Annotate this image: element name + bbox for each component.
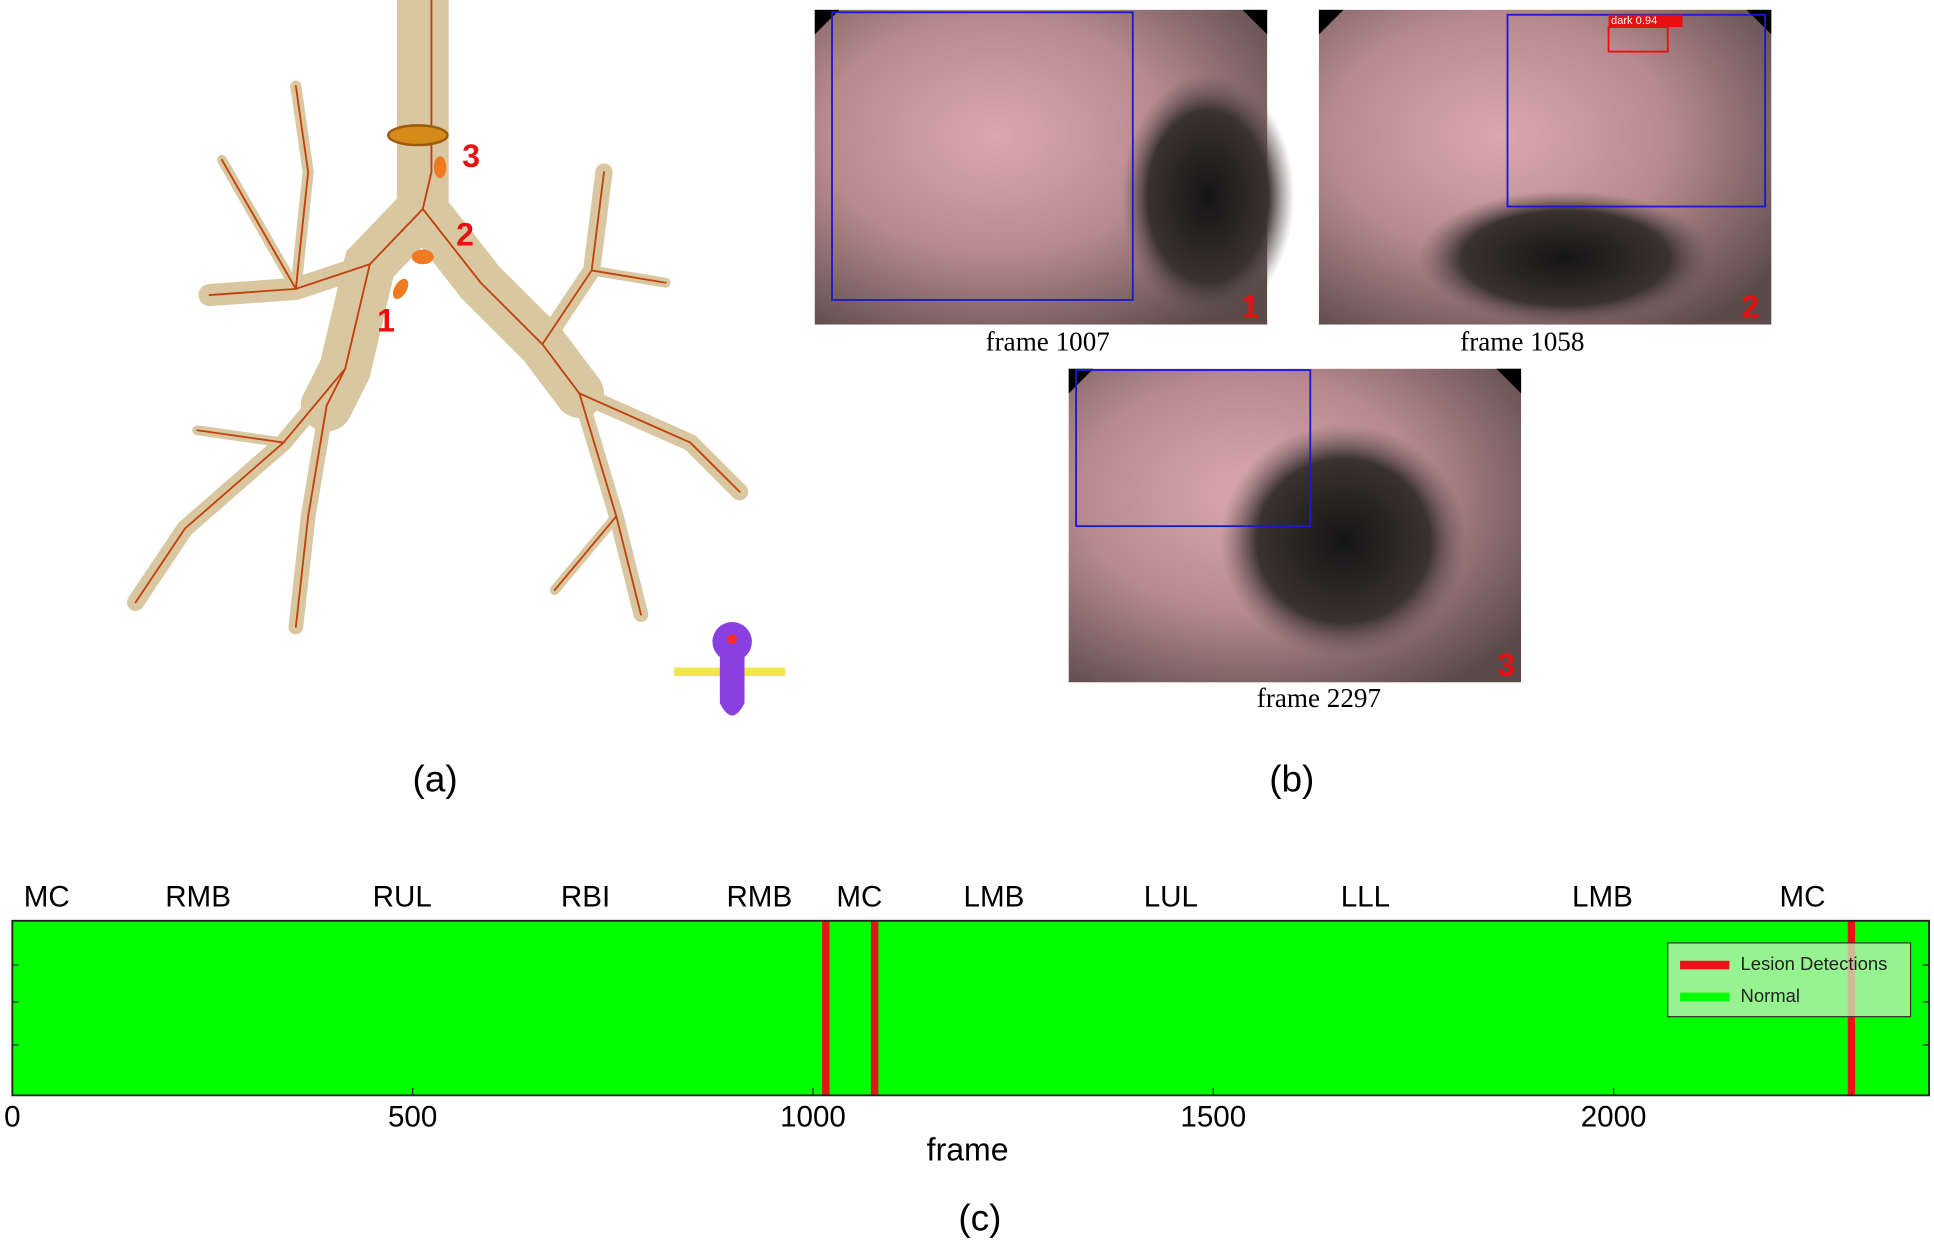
marker-label: 1 (377, 303, 395, 339)
x-tick-label: 2000 (1581, 1101, 1647, 1134)
normal-band (12, 920, 1930, 1096)
frame-caption: frame 1007 (986, 326, 1110, 356)
region-label: LMB (964, 880, 1025, 913)
region-label: LUL (1144, 880, 1198, 913)
lesion-line (822, 920, 830, 1096)
region-label: LMB (1572, 880, 1633, 913)
marker-label: 3 (462, 138, 480, 174)
region-label: RUL (373, 880, 432, 913)
region-label: RMB (726, 880, 792, 913)
panel-label: (a) (413, 759, 458, 800)
region-label: MC (24, 880, 70, 913)
orientation-icon (674, 622, 786, 716)
panel-label: (c) (958, 1198, 1001, 1239)
bronchial-tree (126, 0, 749, 635)
detection-label: dark 0.94 (1611, 15, 1657, 27)
frame-image (1318, 9, 1772, 326)
frame-number: 3 (1497, 647, 1515, 683)
frame-caption: frame 1058 (1460, 326, 1584, 356)
frame-number: 2 (1741, 289, 1759, 325)
panel-label: (b) (1269, 759, 1314, 800)
x-tick-label: 0 (4, 1101, 20, 1134)
region-label: MC (1780, 880, 1826, 913)
legend-label: Normal (1740, 985, 1800, 1006)
plot-frame (11, 919, 1930, 1097)
region-label: MC (836, 880, 882, 913)
x-tick-label: 500 (388, 1101, 437, 1134)
frame-number: 1 (1241, 289, 1259, 325)
frame-caption: frame 2297 (1257, 683, 1381, 713)
x-axis-label: frame (927, 1131, 1009, 1167)
frame-image (1068, 368, 1522, 683)
x-tick-label: 1500 (1180, 1101, 1246, 1134)
region-label: LLL (1341, 880, 1390, 913)
legend-box (1667, 942, 1912, 1018)
lesion-line (870, 920, 879, 1096)
x-tick-label: 1000 (780, 1101, 846, 1134)
frame-image (814, 9, 1295, 325)
timeline-chart: 0 500 1000 1500 2000 MC RMB RUL RBI RMB MC LMB LUL LL… (4, 880, 1930, 1239)
region-label: RBI (561, 880, 610, 913)
region-label: RMB (165, 880, 231, 913)
legend-label: Lesion Detections (1740, 953, 1887, 974)
marker-label: 2 (456, 217, 474, 253)
